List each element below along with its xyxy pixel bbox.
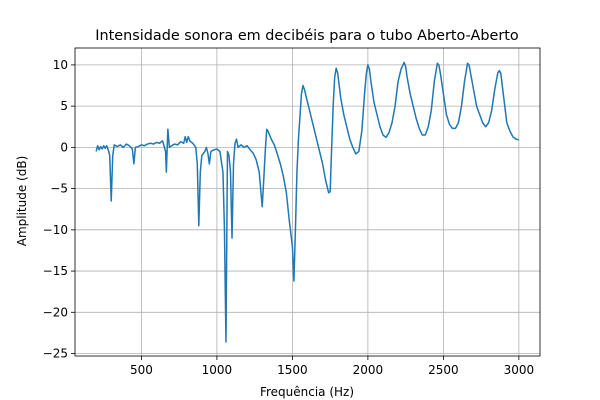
x-tick-label: 2000 bbox=[353, 363, 384, 377]
y-axis-label: Amplitude (dB) bbox=[15, 156, 29, 247]
y-tick-label: −25 bbox=[43, 347, 68, 361]
y-tick-label: 10 bbox=[53, 58, 68, 72]
x-tick-label: 1000 bbox=[202, 363, 233, 377]
y-tick-label: −5 bbox=[50, 182, 68, 196]
x-tick-label: 500 bbox=[130, 363, 153, 377]
y-tick-label: −10 bbox=[43, 223, 68, 237]
y-tick-label: −15 bbox=[43, 264, 68, 278]
plot-frame bbox=[74, 47, 541, 357]
data-line bbox=[95, 61, 520, 343]
y-tick-label: −20 bbox=[43, 305, 68, 319]
chart-title: Intensidade sonora em decibéis para o tu… bbox=[95, 28, 519, 44]
x-axis-label: Frequência (Hz) bbox=[260, 385, 354, 399]
x-tick-label: 3000 bbox=[504, 363, 535, 377]
x-tick-label: 2500 bbox=[428, 363, 459, 377]
y-tick-label: 0 bbox=[60, 140, 68, 154]
y-tick-label: 5 bbox=[60, 99, 68, 113]
x-tick-label: 1500 bbox=[277, 363, 308, 377]
